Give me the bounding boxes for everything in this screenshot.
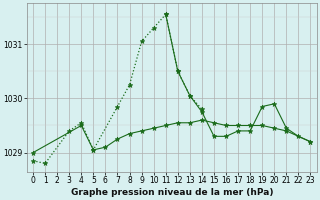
X-axis label: Graphe pression niveau de la mer (hPa): Graphe pression niveau de la mer (hPa) <box>70 188 273 197</box>
